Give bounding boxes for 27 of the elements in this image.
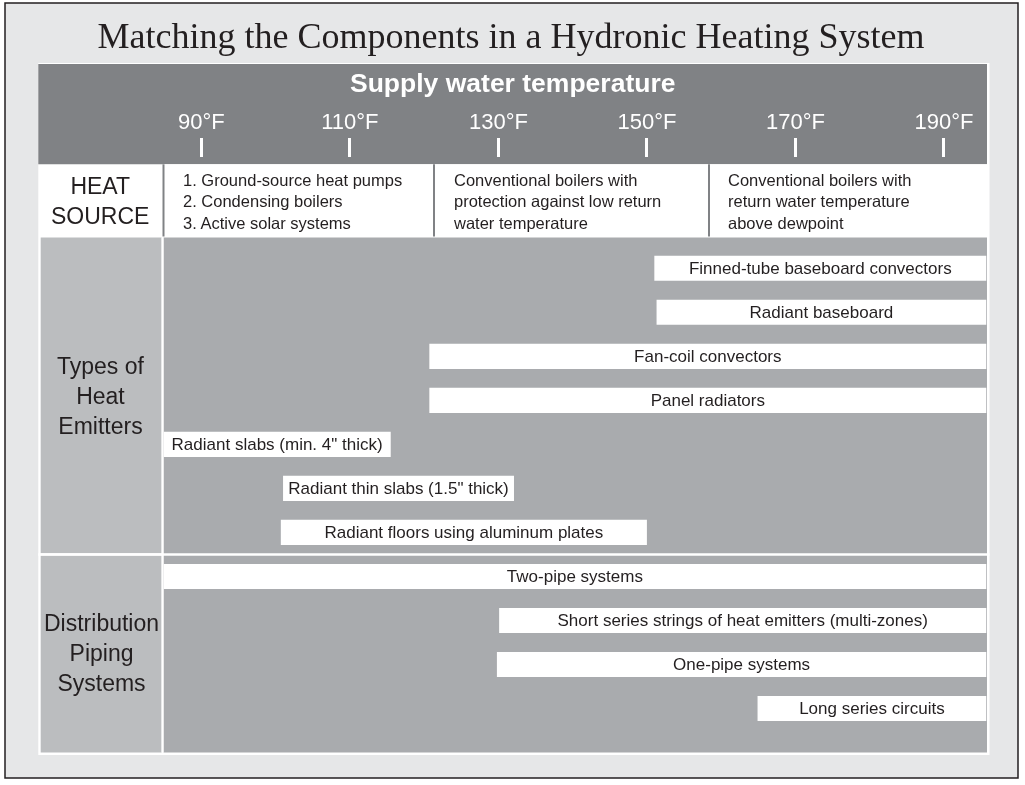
y-axis-title: Types of Heat Emitters — [57, 353, 145, 439]
text: HEAT SOURCE — [51, 173, 150, 229]
x-tick-label: 110°F — [321, 109, 379, 135]
y-tick-label: Panel radiators — [650, 390, 765, 410]
x-tick-label: 90°F — [178, 109, 225, 135]
y-tick-label: Radiant slabs (min. 4" thick) — [171, 434, 383, 454]
y-tick-label: Two-pipe systems — [506, 566, 643, 586]
y-tick-label: Radiant baseboard — [749, 302, 894, 322]
x-tick-label: 130°F — [468, 109, 528, 135]
text: Conventional boilers with protection against low return water temperature — [453, 171, 662, 232]
y-tick-label: Short series strings of heat emitters (multi-zones) — [557, 610, 928, 630]
y-tick-label: Radiant floors using aluminum plates — [324, 522, 604, 542]
y-tick-label: Fan-coil convectors — [634, 346, 782, 366]
y-tick-label: Long series circuits — [799, 698, 945, 718]
y-tick-label: Radiant thin slabs (1.5" thick) — [288, 478, 509, 498]
chart-title: Matching the Components in a Hydronic Heating System — [97, 15, 925, 56]
y-tick-label: Finned-tube baseboard convectors — [688, 258, 952, 278]
bar — [429, 343, 987, 369]
x-tick-label: 190°F — [914, 109, 974, 135]
text: Conventional boilers with return water temperature above dewpoint — [728, 171, 912, 232]
text: 1. Ground-source heat pumps 2. Condensing boilers 3. Active solar systems — [183, 171, 403, 232]
y-axis-title: Distribution Piping Systems — [44, 610, 160, 696]
x-axis-title: Supply water temperature — [350, 68, 676, 98]
x-tick-label: 170°F — [765, 109, 825, 135]
y-tick-label: One-pipe systems — [673, 654, 811, 674]
x-tick-label: 150°F — [617, 109, 677, 135]
bar — [429, 387, 987, 413]
